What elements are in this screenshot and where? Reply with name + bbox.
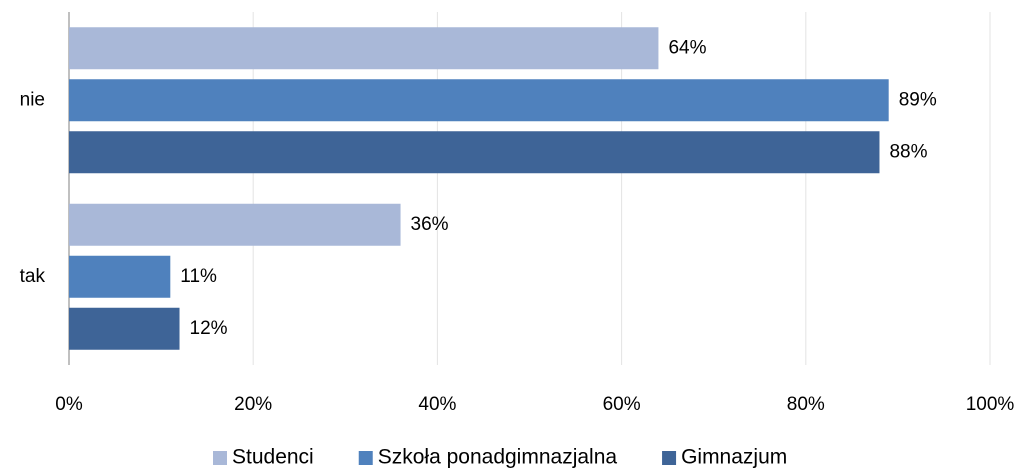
x-tick-label: 20% — [234, 394, 272, 415]
legend-label: Szkoła ponadgimnazjalna — [378, 446, 618, 469]
data-label: 11% — [180, 266, 217, 287]
x-tick-label: 40% — [418, 394, 456, 415]
data-label: 89% — [899, 89, 937, 110]
bar — [69, 307, 180, 350]
x-tick-label: 60% — [603, 394, 641, 415]
x-tick-label: 80% — [787, 394, 825, 415]
bar — [69, 79, 889, 122]
legend-label: Gimnazjum — [681, 446, 787, 469]
bar — [69, 131, 880, 174]
data-label: 64% — [668, 37, 706, 58]
data-label: 88% — [889, 141, 927, 162]
bar — [69, 203, 401, 246]
data-label: 36% — [411, 214, 449, 235]
legend-swatch — [213, 451, 227, 465]
x-tick-label: 0% — [55, 394, 83, 415]
legend-swatch — [358, 451, 373, 465]
legend-label: Studenci — [232, 446, 314, 469]
category-label: nie — [20, 89, 45, 110]
legend-swatch — [662, 451, 677, 465]
x-tick-label: 100% — [966, 394, 1015, 415]
bar — [69, 27, 659, 70]
data-label: 12% — [190, 318, 228, 339]
category-label: tak — [20, 266, 46, 287]
bar — [69, 255, 171, 298]
